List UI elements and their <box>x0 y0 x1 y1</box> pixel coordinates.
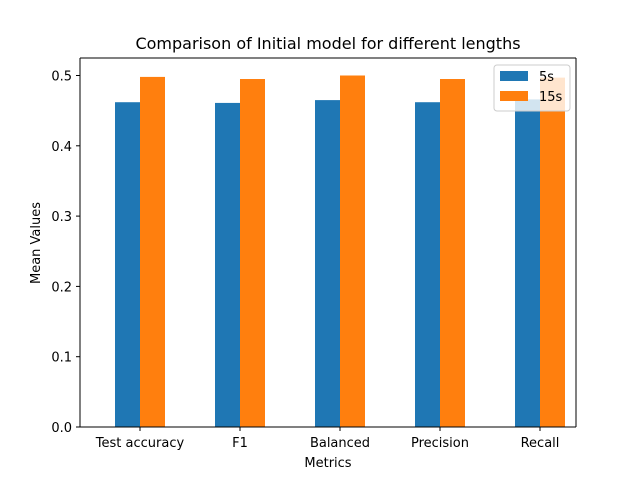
y-axis-label: Mean Values <box>29 202 44 284</box>
bar-5s-0 <box>115 102 140 428</box>
y-ticks: 0.0 0.1 0.2 0.3 0.4 0.5 <box>51 70 80 436</box>
bar-15s-3 <box>440 79 465 427</box>
x-tick-label: F1 <box>232 436 248 451</box>
bar-15s-1 <box>240 79 265 427</box>
y-tick-label: 0.2 <box>51 280 72 295</box>
y-tick-label: 0.3 <box>51 210 72 225</box>
chart-title: Comparison of Initial model for differen… <box>135 34 520 53</box>
y-tick-label: 0.4 <box>51 140 72 155</box>
bar-15s-4 <box>540 77 565 427</box>
x-tick-label: Precision <box>411 436 469 451</box>
y-tick-label: 0.1 <box>51 351 72 366</box>
legend-swatch-15s <box>500 91 528 101</box>
y-tick-label: 0.5 <box>51 70 72 85</box>
bars-layer <box>115 75 565 428</box>
x-ticks: Test accuracy F1 Balanced Precision Recall <box>95 427 560 451</box>
legend-label-5s: 5s <box>539 70 554 85</box>
x-axis-label: Metrics <box>304 456 351 471</box>
axes-layer <box>79 57 577 428</box>
bar-15s-2 <box>340 75 365 427</box>
x-tick-label: Recall <box>521 436 560 451</box>
bar-5s-3 <box>415 102 440 428</box>
bar-15s-0 <box>140 76 165 427</box>
x-tick-label: Test accuracy <box>95 436 185 451</box>
legend-swatch-5s <box>500 71 528 81</box>
y-tick-label: 0.0 <box>51 421 72 436</box>
x-tick-label: Balanced <box>310 436 370 451</box>
bar-5s-2 <box>315 100 340 427</box>
bar-5s-1 <box>215 102 240 428</box>
legend-label-15s: 15s <box>539 90 563 105</box>
bar-5s-4 <box>515 99 540 427</box>
